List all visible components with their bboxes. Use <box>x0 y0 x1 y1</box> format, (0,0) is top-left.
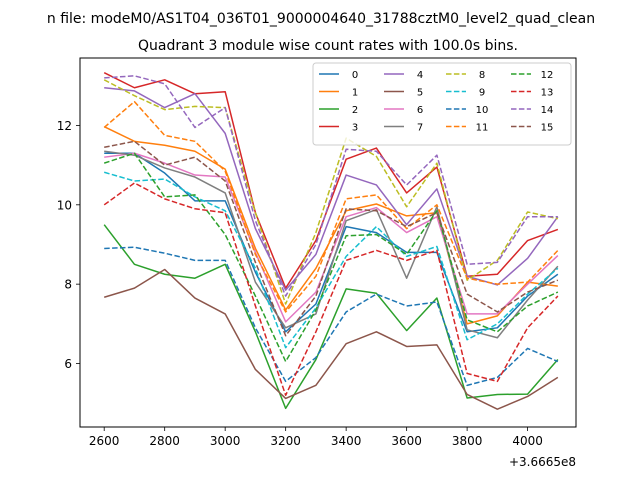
series-line-2 <box>103 224 559 410</box>
series-line-8 <box>103 79 559 305</box>
series-line-7 <box>104 150 559 339</box>
x-tick-label: 4000 <box>512 434 543 448</box>
series-line-12 <box>103 152 559 363</box>
y-tick-label: 8 <box>64 278 72 292</box>
legend-label-0: 0 <box>352 70 358 81</box>
series-line-10 <box>104 246 559 387</box>
legend-label-15: 15 <box>541 123 554 134</box>
y-tick-label: 12 <box>57 119 72 133</box>
x-axis-offset-label: +3.6665e8 <box>509 455 576 469</box>
chart-title: Quadrant 3 module wise count rates with … <box>138 38 518 54</box>
x-tick-label: 2800 <box>149 434 180 448</box>
legend-label-5: 5 <box>417 88 423 99</box>
x-tick-label: 3600 <box>391 434 422 448</box>
legend-label-6: 6 <box>417 105 423 116</box>
figure-suptitle: n file: modeM0/AS1T04_036T01_9000004640_… <box>47 11 595 27</box>
series-line-11 <box>103 100 559 313</box>
series-line-5 <box>103 268 559 410</box>
x-tick-label: 3800 <box>452 434 483 448</box>
y-axis: 6 8 10 12 <box>57 119 80 371</box>
plot-lines <box>103 72 559 410</box>
series-line-3 <box>103 72 559 289</box>
series-line-13 <box>103 182 559 397</box>
legend-label-14: 14 <box>541 105 554 116</box>
legend-label-7: 7 <box>417 123 423 134</box>
legend-label-12: 12 <box>541 70 554 81</box>
series-line-15 <box>104 140 559 337</box>
legend-box <box>312 62 572 146</box>
x-tick-label: 2600 <box>89 434 120 448</box>
legend-label-11: 11 <box>476 123 489 134</box>
series-line-9 <box>103 171 559 349</box>
x-tick-label: 3200 <box>270 434 301 448</box>
y-tick-label: 10 <box>57 198 72 212</box>
x-axis: 2600 2800 3000 3200 3400 3600 3800 4000 <box>89 427 543 448</box>
legend-label-9: 9 <box>479 88 485 99</box>
x-tick-label: 3000 <box>210 434 241 448</box>
legend-label-13: 13 <box>541 88 554 99</box>
legend-label-1: 1 <box>352 88 358 99</box>
series-line-0 <box>104 152 559 333</box>
legend-label-10: 10 <box>476 105 489 116</box>
axes-frame <box>79 57 577 428</box>
legend-label-2: 2 <box>352 105 358 116</box>
x-tick-label: 3400 <box>331 434 362 448</box>
legend-label-4: 4 <box>417 70 423 81</box>
legend-label-8: 8 <box>479 70 485 81</box>
series-line-14 <box>104 75 558 297</box>
legend-label-3: 3 <box>352 123 358 134</box>
y-tick-label: 6 <box>64 357 72 371</box>
